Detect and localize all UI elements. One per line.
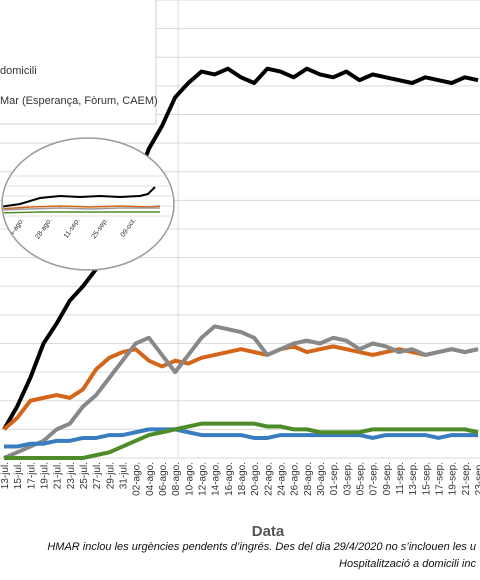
x-tick-label: 28-ago.: [303, 462, 314, 496]
x-tick-label: 31-jul.: [119, 462, 130, 489]
x-tick-label: 09-sep.: [382, 462, 393, 495]
x-tick-label: 26-ago.: [290, 462, 301, 496]
zoom-gridlines: [3, 175, 173, 217]
footnote-line-2: Hospitalització a domicili inc: [339, 558, 476, 570]
x-tick-label: 13-jul.: [0, 462, 11, 489]
zoom-inset-frame: [1, 137, 175, 271]
series-line-0: [2, 66, 479, 431]
x-tick-label: 02-ago.: [132, 462, 143, 496]
footnote-line-1: HMAR inclou les urgències pendents d’ing…: [47, 541, 476, 553]
x-tick-label: 17-sep.: [435, 462, 446, 495]
x-tick-label: 08-ago.: [171, 462, 182, 496]
x-tick-label: 01-sep.: [329, 462, 340, 495]
zoom-series-green: [3, 211, 160, 214]
x-tick-label: 14-ago.: [211, 462, 222, 496]
x-tick-label: 30-ago.: [316, 462, 327, 496]
x-tick-label: 03-sep.: [342, 462, 353, 495]
x-tick-labels: 13-jul. 15-jul. 17-jul. 19-jul. 21-jul. 23-ju…: [0, 462, 480, 496]
x-tick-label: 10-ago.: [184, 462, 195, 496]
legend-item-0: domicili: [0, 65, 37, 77]
zoom-inset: 14-ago. 28-ago. 11-sep. 25-sep. 09-oct.: [1, 137, 175, 271]
x-tick-label: 11-sep.: [395, 462, 406, 495]
zoom-series-black: [3, 186, 156, 208]
series-line-4: [4, 421, 479, 460]
legend-box: [0, 0, 157, 125]
zoom-series-gray: [3, 207, 160, 211]
x-tick-label: 25-jul.: [79, 462, 90, 489]
x-tick-label: 15-jul.: [13, 462, 24, 489]
chart: 13-jul. 15-jul. 17-jul. 19-jul. 21-jul. 23-ju…: [0, 0, 480, 540]
series-layer: [2, 66, 479, 460]
x-tick-label: 16-ago.: [224, 462, 235, 496]
x-tick-label: 22-ago.: [263, 462, 274, 496]
x-tick-label: 21-sep.: [461, 462, 472, 495]
x-tick-label: 12-ago.: [198, 462, 209, 496]
x-tick-label: 19-jul.: [40, 462, 51, 489]
x-tick-label: 05-sep.: [356, 462, 367, 495]
x-tick-label: 24-ago.: [277, 462, 288, 496]
zoom-series-orange: [3, 205, 161, 210]
x-tick-label: 27-jul.: [92, 462, 103, 489]
x-tick-label: 17-jul.: [26, 462, 37, 489]
x-tick-label: 19-sep.: [448, 462, 459, 495]
x-tick-label: 18-ago.: [237, 462, 248, 496]
x-tick-label: 04-ago.: [145, 462, 156, 496]
x-tick-label: 07-sep.: [369, 462, 380, 495]
series-line-1: [2, 344, 479, 431]
series-line-2: [3, 324, 479, 460]
x-tick-label: 23-sep.: [474, 462, 480, 495]
x-tick-label: 13-sep.: [408, 462, 419, 495]
x-tick-label: 20-ago.: [250, 462, 261, 496]
x-tick-label: 21-jul.: [53, 462, 64, 489]
legend: domicili Mar (Esperança, Fòrum, CAEM): [0, 0, 158, 125]
x-tick-label: 29-jul.: [105, 462, 116, 489]
legend-item-1: Mar (Esperança, Fòrum, CAEM): [0, 95, 158, 107]
series-line-3: [4, 427, 478, 449]
x-tick-label: 06-ago.: [158, 462, 169, 496]
x-tick-label: 23-jul.: [66, 462, 77, 489]
x-tick-label: 15-sep.: [421, 462, 432, 495]
x-axis-label: Data: [252, 523, 285, 540]
